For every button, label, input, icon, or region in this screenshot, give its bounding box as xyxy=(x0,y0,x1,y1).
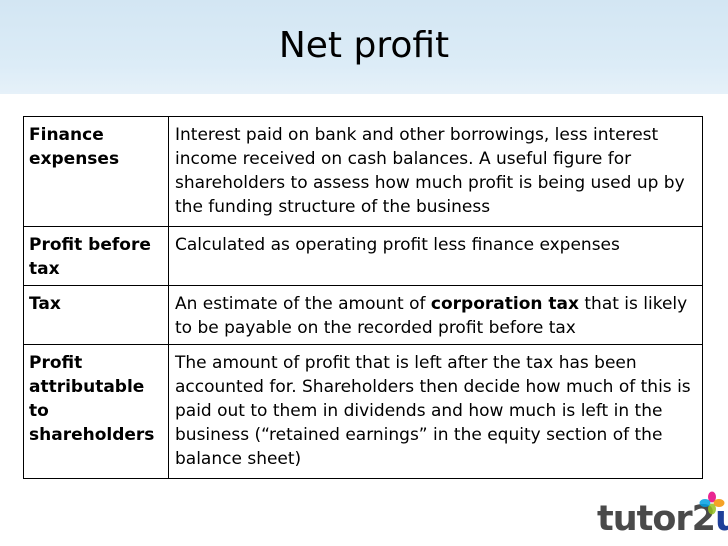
term-cell: Profit attributable to shareholders xyxy=(23,344,169,479)
definitions-table: Finance expenses Interest paid on bank a… xyxy=(23,116,703,479)
description-cell: Calculated as operating profit less fina… xyxy=(168,226,703,286)
description-cell: Interest paid on bank and other borrowin… xyxy=(168,116,703,227)
term-cell: Finance expenses xyxy=(23,116,169,227)
description-text-after: that is likely to be payable on the reco… xyxy=(175,294,688,338)
description-bold: corporation tax xyxy=(430,294,579,314)
table-row: Finance expenses Interest paid on bank a… xyxy=(23,116,703,227)
title-banner xyxy=(0,0,728,94)
table-row: Profit attributable to shareholders The … xyxy=(23,344,703,479)
tutor2u-logo: tutor2u xyxy=(597,491,728,539)
term-cell: Profit before tax xyxy=(23,226,169,286)
description-cell: An estimate of the amount of corporation… xyxy=(168,285,703,345)
logo-wordmark: tutor2u xyxy=(597,499,728,539)
description-text: The amount of profit that is left after … xyxy=(175,353,691,469)
slide-title: Net profit xyxy=(278,25,450,66)
term-cell: Tax xyxy=(23,285,169,345)
flower-icon xyxy=(699,491,725,515)
description-text: Calculated as operating profit less fina… xyxy=(175,235,620,255)
table-row: Profit before tax Calculated as operatin… xyxy=(23,226,703,286)
description-cell: The amount of profit that is left after … xyxy=(168,344,703,479)
table-row: Tax An estimate of the amount of corpora… xyxy=(23,285,703,345)
description-text: Interest paid on bank and other borrowin… xyxy=(175,125,685,217)
description-text: An estimate of the amount of xyxy=(175,294,431,314)
